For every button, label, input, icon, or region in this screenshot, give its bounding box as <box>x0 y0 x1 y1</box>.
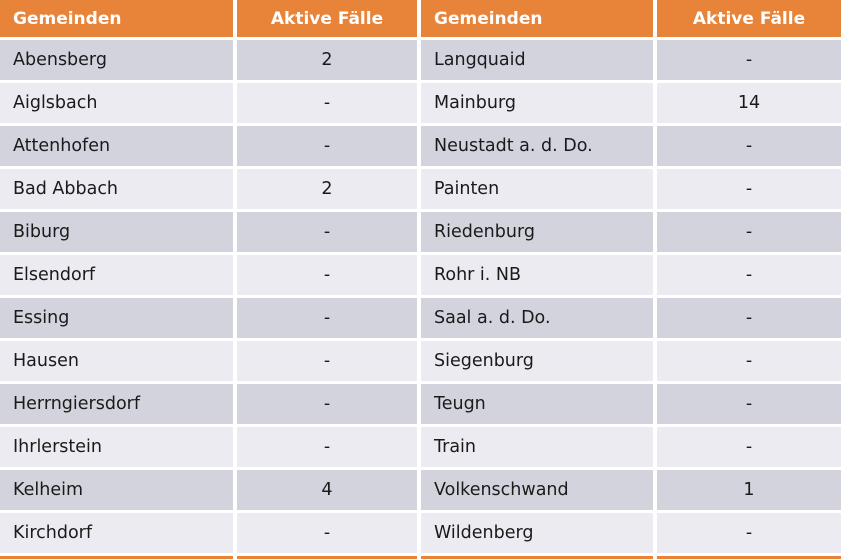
gemeinde-name-cell: Train <box>421 427 653 467</box>
aktive-faelle-value-cell: - <box>657 384 841 424</box>
aktive-faelle-value-cell: - <box>237 212 417 252</box>
aktive-faelle-value-cell: - <box>237 341 417 381</box>
aktive-faelle-value-cell: - <box>657 212 841 252</box>
aktive-faelle-value-cell: - <box>657 169 841 209</box>
next-header-row-cutoff-strip <box>421 556 653 559</box>
gemeinde-name-cell: Aiglsbach <box>0 83 233 123</box>
gemeinde-name-cell: Biburg <box>0 212 233 252</box>
gemeinde-name-cell: Wildenberg <box>421 513 653 553</box>
next-header-row-cutoff-strip <box>0 556 233 559</box>
gemeinde-name-cell: Attenhofen <box>0 126 233 166</box>
aktive-faelle-value-cell: - <box>657 255 841 295</box>
aktive-faelle-value-cell: 4 <box>237 470 417 510</box>
gemeinde-name-cell: Elsendorf <box>0 255 233 295</box>
gemeinde-name-cell: Langquaid <box>421 40 653 80</box>
gemeinde-name-cell: Essing <box>0 298 233 338</box>
aktive-faelle-value-cell: 2 <box>237 169 417 209</box>
aktive-faelle-value-cell: - <box>237 126 417 166</box>
aktive-faelle-value-cell: - <box>237 384 417 424</box>
gemeinde-name-cell: Mainburg <box>421 83 653 123</box>
gemeinde-name-cell: Herrngiersdorf <box>0 384 233 424</box>
gemeinde-name-cell: Abensberg <box>0 40 233 80</box>
next-header-row-cutoff-strip <box>237 556 417 559</box>
aktive-faelle-value-cell: - <box>237 513 417 553</box>
aktive-faelle-value-cell: 1 <box>657 470 841 510</box>
aktive-faelle-value-cell: - <box>657 513 841 553</box>
column-header-gemeinden-left: Gemeinden <box>0 0 233 37</box>
aktive-faelle-value-cell: 2 <box>237 40 417 80</box>
aktive-faelle-value-cell: - <box>657 298 841 338</box>
aktive-faelle-value-cell: - <box>657 126 841 166</box>
aktive-faelle-value-cell: - <box>657 341 841 381</box>
gemeinde-name-cell: Bad Abbach <box>0 169 233 209</box>
column-header-gemeinden-right: Gemeinden <box>421 0 653 37</box>
aktive-faelle-value-cell: - <box>237 427 417 467</box>
aktive-faelle-value-cell: - <box>237 255 417 295</box>
gemeinde-name-cell: Saal a. d. Do. <box>421 298 653 338</box>
gemeinde-name-cell: Ihrlerstein <box>0 427 233 467</box>
gemeinde-name-cell: Neustadt a. d. Do. <box>421 126 653 166</box>
gemeinde-name-cell: Hausen <box>0 341 233 381</box>
gemeinde-name-cell: Painten <box>421 169 653 209</box>
gemeinde-name-cell: Riedenburg <box>421 212 653 252</box>
gemeinde-name-cell: Siegenburg <box>421 341 653 381</box>
aktive-faelle-value-cell: - <box>237 298 417 338</box>
next-header-row-cutoff-strip <box>657 556 841 559</box>
gemeinde-name-cell: Volkenschwand <box>421 470 653 510</box>
gemeinde-name-cell: Teugn <box>421 384 653 424</box>
column-header-aktive-faelle-left: Aktive Fälle <box>237 0 417 37</box>
aktive-faelle-value-cell: - <box>657 40 841 80</box>
gemeinde-name-cell: Kirchdorf <box>0 513 233 553</box>
column-header-aktive-faelle-right: Aktive Fälle <box>657 0 841 37</box>
aktive-faelle-value-cell: - <box>657 427 841 467</box>
gemeinde-name-cell: Kelheim <box>0 470 233 510</box>
aktive-faelle-value-cell: 14 <box>657 83 841 123</box>
aktive-faelle-value-cell: - <box>237 83 417 123</box>
gemeinde-name-cell: Rohr i. NB <box>421 255 653 295</box>
